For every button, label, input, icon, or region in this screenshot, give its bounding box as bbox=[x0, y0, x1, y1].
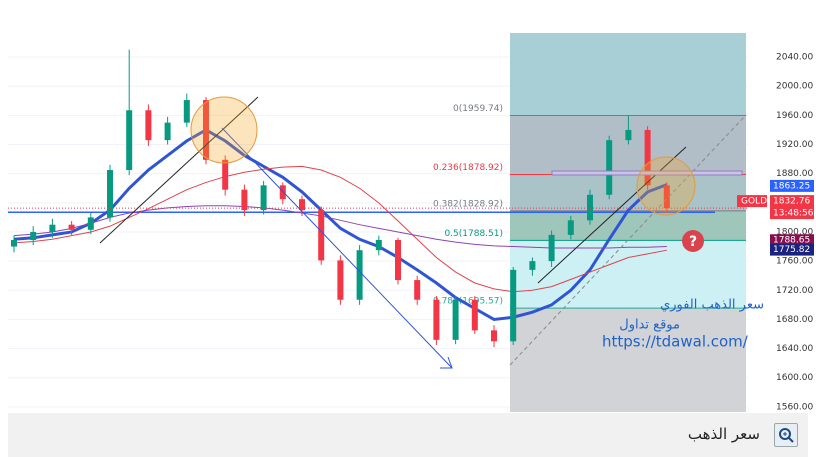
fib-label: 0.5(1788.51) bbox=[444, 229, 503, 239]
moving-average bbox=[13, 128, 668, 321]
price-tag-label: 1788.65 bbox=[773, 236, 810, 246]
zoom-button[interactable] bbox=[774, 423, 798, 447]
candle-body bbox=[414, 280, 421, 300]
candle-body bbox=[663, 185, 670, 209]
candle-body bbox=[548, 234, 555, 262]
candle-body bbox=[529, 261, 536, 270]
candle-body bbox=[471, 299, 478, 331]
y-tick-label: 1640.00 bbox=[776, 344, 813, 354]
fib-zone bbox=[510, 210, 746, 241]
y-tick-label: 1680.00 bbox=[776, 315, 813, 325]
trend-line bbox=[99, 96, 259, 244]
fib-label: 0.382(1828.92) bbox=[433, 199, 503, 209]
fib-zone bbox=[510, 174, 746, 211]
candle-body bbox=[644, 129, 651, 186]
highlight-circle bbox=[636, 156, 696, 216]
watermark: سعر الذهب الفوري bbox=[660, 298, 764, 313]
candle-body bbox=[337, 260, 344, 300]
caption-bar: سعر الذهب bbox=[8, 413, 808, 457]
candle-body bbox=[126, 110, 133, 171]
candle-body bbox=[222, 159, 229, 190]
chart: 1560.00 1600.00 1640.00 1680.00 1720.00 1760.… bbox=[8, 33, 814, 412]
price-tag-label: 1775.82 bbox=[773, 245, 810, 255]
candle-body bbox=[30, 231, 37, 240]
trend-arrow bbox=[221, 127, 453, 369]
candle-body bbox=[433, 299, 440, 340]
candle-body bbox=[606, 140, 613, 195]
candle-body bbox=[87, 217, 94, 230]
candle-body bbox=[452, 299, 459, 340]
arrow-head bbox=[440, 356, 453, 369]
candle-body bbox=[145, 110, 152, 141]
price-tag bbox=[770, 179, 814, 192]
y-tick-label: 1720.00 bbox=[776, 286, 813, 296]
y-tick-label: 1760.00 bbox=[776, 257, 813, 267]
price-tag bbox=[770, 234, 814, 247]
question-mark: ? bbox=[689, 234, 697, 250]
caption: سعر الذهب bbox=[687, 425, 760, 443]
highlight-circle bbox=[190, 96, 258, 164]
y-tick-label: 1800.00 bbox=[776, 227, 813, 237]
last-price-label: 1832.76 bbox=[773, 197, 810, 207]
zone bbox=[551, 170, 743, 176]
price-tag-label: 1863.25 bbox=[773, 181, 810, 191]
candle-body bbox=[567, 220, 574, 235]
price-tag bbox=[770, 243, 814, 256]
candle-body bbox=[49, 224, 56, 232]
candle-body bbox=[587, 194, 593, 221]
layer: 1560.00 1600.00 1640.00 1680.00 1720.00 1760.… bbox=[8, 49, 814, 412]
y-tick-label: 1560.00 bbox=[776, 402, 813, 412]
candle-body bbox=[107, 170, 113, 218]
candle-body bbox=[625, 129, 632, 141]
candle-body bbox=[375, 239, 382, 251]
fib-label: 0.786(1695.57) bbox=[433, 297, 503, 307]
zoom-icon bbox=[779, 428, 794, 443]
candle-body bbox=[510, 269, 517, 342]
candle-body bbox=[299, 199, 305, 211]
fib-label: 0.236(1878.92) bbox=[433, 163, 503, 173]
watermark-url: https://tdawal.com/ bbox=[602, 333, 749, 351]
symbol-tag bbox=[737, 195, 767, 208]
moving-average bbox=[13, 205, 667, 249]
fib-zone bbox=[510, 308, 746, 412]
candle-body bbox=[68, 224, 75, 230]
y-tick-label: 2000.00 bbox=[776, 82, 813, 92]
dashed-line bbox=[509, 114, 747, 366]
moving-average bbox=[13, 165, 667, 293]
candle-body bbox=[164, 122, 171, 141]
candle-body bbox=[203, 100, 209, 160]
candle-body bbox=[260, 185, 267, 211]
y-tick-label: 2040.00 bbox=[776, 53, 813, 63]
question-icon bbox=[682, 230, 704, 252]
candle-body bbox=[491, 330, 497, 342]
y-tick-label: 1880.00 bbox=[776, 169, 813, 179]
candle-body bbox=[395, 239, 401, 281]
symbol-label: GOLD bbox=[741, 197, 767, 207]
y-tick-label: 1960.00 bbox=[776, 111, 813, 121]
candle-body bbox=[241, 189, 248, 211]
trend-line bbox=[537, 146, 687, 284]
fib-label: 0(1959.74) bbox=[453, 104, 503, 114]
last-price-tag bbox=[770, 195, 814, 220]
drawings: ? bbox=[99, 96, 747, 369]
candle-body bbox=[279, 185, 286, 200]
fib-zone bbox=[510, 33, 746, 116]
candle-body bbox=[183, 100, 190, 123]
candle-body bbox=[11, 239, 17, 247]
y-tick-label: 1600.00 bbox=[776, 373, 813, 383]
y-tick-label: 1920.00 bbox=[776, 140, 813, 150]
watermark: موقع تداول bbox=[619, 318, 680, 333]
countdown: 13:48:56 bbox=[773, 209, 814, 219]
candle-body bbox=[318, 210, 325, 261]
candle-body bbox=[356, 250, 363, 300]
